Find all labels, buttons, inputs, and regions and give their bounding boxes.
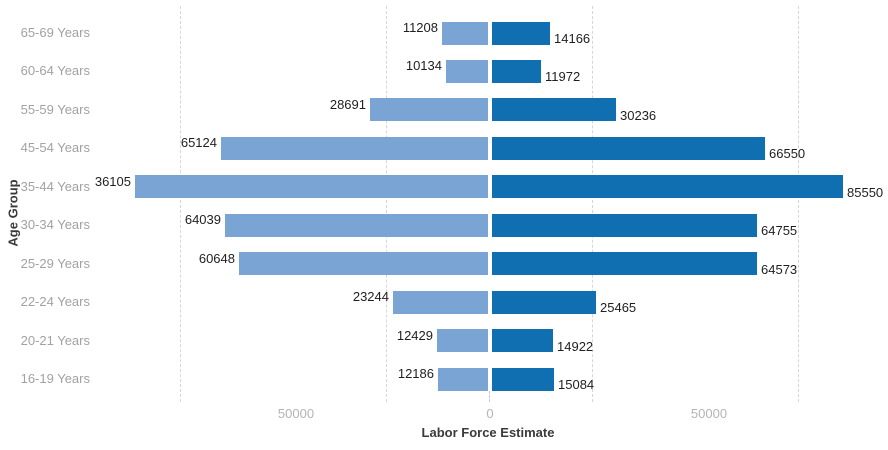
- bar-right[interactable]: [492, 329, 553, 352]
- zero-tick: [489, 391, 490, 402]
- bar-left[interactable]: [438, 368, 488, 391]
- bar-left[interactable]: [446, 60, 488, 83]
- bar-left-label: 65124: [180, 135, 217, 150]
- bar-right[interactable]: [492, 214, 757, 237]
- bar-left[interactable]: [221, 137, 488, 160]
- bar-left-label: 36105: [94, 174, 131, 189]
- bar-right-label: 85550: [847, 185, 884, 200]
- bar-right[interactable]: [492, 137, 765, 160]
- bar-right-label: 15084: [558, 377, 595, 392]
- bar-right[interactable]: [492, 368, 554, 391]
- bar-left-label: 64039: [184, 212, 221, 227]
- y-axis-label: 55-59 Years: [20, 101, 90, 117]
- bar-left-label: 23244: [352, 289, 389, 304]
- bar-left-label: 60648: [198, 251, 235, 266]
- bar-right-label: 30236: [620, 108, 657, 123]
- bar-right-label: 64755: [761, 223, 798, 238]
- bar-left[interactable]: [239, 252, 488, 275]
- bar-right-label: 66550: [769, 146, 806, 161]
- gridline: [592, 6, 593, 402]
- bar-left[interactable]: [370, 98, 488, 121]
- bar-left-label: 12429: [396, 328, 433, 343]
- y-axis-label: 16-19 Years: [20, 371, 90, 387]
- bar-left[interactable]: [135, 175, 488, 198]
- bar-right[interactable]: [492, 252, 757, 275]
- y-axis-label: 65-69 Years: [20, 25, 90, 40]
- y-axis-label: 22-24 Years: [20, 294, 90, 310]
- x-tick-label: 50000: [690, 406, 728, 421]
- x-axis-title: Labor Force Estimate: [421, 425, 555, 440]
- bar-right[interactable]: [492, 291, 596, 314]
- bar-left[interactable]: [442, 22, 488, 45]
- bar-left[interactable]: [225, 214, 488, 237]
- bar-left-label: 12186: [397, 366, 434, 381]
- bar-left-label: 10134: [405, 58, 442, 73]
- y-axis-label: 60-64 Years: [20, 63, 90, 79]
- x-tick-label: 0: [486, 406, 494, 421]
- bar-right[interactable]: [492, 22, 550, 45]
- gridline: [386, 6, 387, 402]
- bar-left[interactable]: [437, 329, 488, 352]
- gridline: [180, 6, 181, 402]
- bar-right-label: 14166: [554, 31, 591, 46]
- bar-left-label: 28691: [329, 97, 366, 112]
- bar-right-label: 64573: [761, 262, 798, 277]
- y-axis-label: 30-34 Years: [20, 217, 90, 233]
- y-axis-label: 20-21 Years: [20, 332, 90, 348]
- bar-right[interactable]: [492, 175, 843, 198]
- y-axis-label: 35-44 Years: [20, 178, 90, 194]
- bar-right[interactable]: [492, 98, 616, 121]
- bar-right-label: 14922: [557, 339, 594, 354]
- bar-left-label: 11208: [402, 20, 438, 35]
- bar-right-label: 11972: [545, 69, 581, 84]
- bar-right[interactable]: [492, 60, 541, 83]
- bar-left[interactable]: [393, 291, 488, 314]
- y-axis-label: 25-29 Years: [20, 255, 90, 271]
- y-axis-label: 45-54 Years: [20, 140, 90, 156]
- gridline: [798, 6, 799, 402]
- x-tick-label: 50000: [277, 406, 315, 421]
- bar-right-label: 25465: [600, 300, 637, 315]
